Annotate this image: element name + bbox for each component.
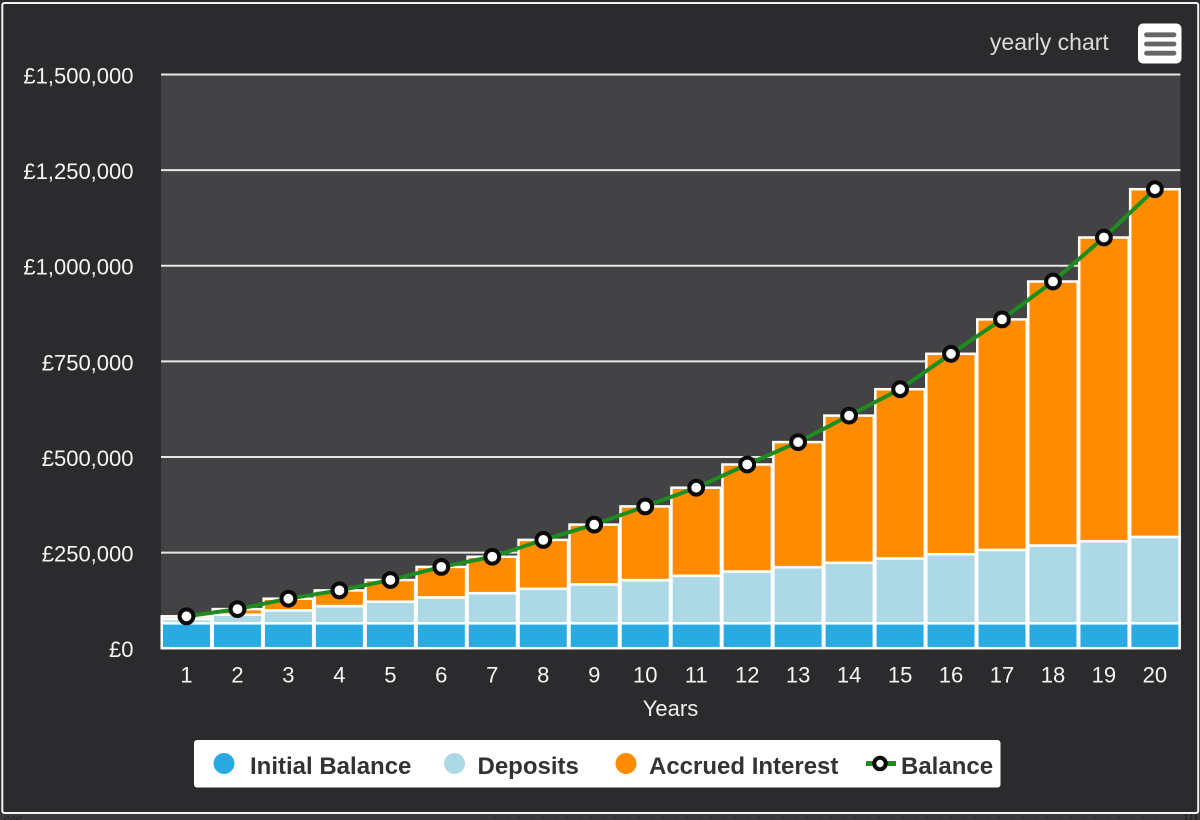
svg-text:20: 20 [1143,663,1167,688]
svg-text:16: 16 [939,663,963,688]
svg-text:19: 19 [1092,663,1116,688]
svg-text:1: 1 [180,663,192,688]
svg-text:Years: Years [643,696,698,721]
svg-text:8: 8 [537,663,549,688]
svg-text:3: 3 [282,663,294,688]
svg-text:Initial Balance: Initial Balance [250,753,411,780]
svg-text:11: 11 [685,663,708,688]
svg-text:15: 15 [888,663,912,688]
svg-text:7: 7 [486,663,498,688]
svg-text:yearly chart: yearly chart [990,29,1109,55]
svg-text:£1,000,000: £1,000,000 [23,255,133,280]
svg-text:14: 14 [837,663,861,688]
svg-text:9: 9 [588,663,600,688]
svg-text:£1,500,000: £1,500,000 [23,64,133,89]
svg-text:Accrued Interest: Accrued Interest [649,753,838,780]
svg-text:£1,250,000: £1,250,000 [23,159,133,184]
svg-text:£500,000: £500,000 [42,446,134,471]
svg-text:Balance: Balance [901,753,993,780]
svg-text:13: 13 [786,663,810,688]
svg-text:12: 12 [735,663,759,688]
svg-text:10: 10 [633,663,657,688]
svg-text:5: 5 [384,663,396,688]
svg-text:£0: £0 [109,637,133,662]
svg-text:Deposits: Deposits [478,753,579,780]
svg-text:£250,000: £250,000 [42,542,134,567]
svg-text:6: 6 [435,663,447,688]
svg-text:£750,000: £750,000 [42,350,134,375]
svg-text:4: 4 [333,663,345,688]
svg-text:18: 18 [1041,663,1065,688]
svg-text:17: 17 [990,663,1014,688]
svg-text:2: 2 [231,663,243,688]
